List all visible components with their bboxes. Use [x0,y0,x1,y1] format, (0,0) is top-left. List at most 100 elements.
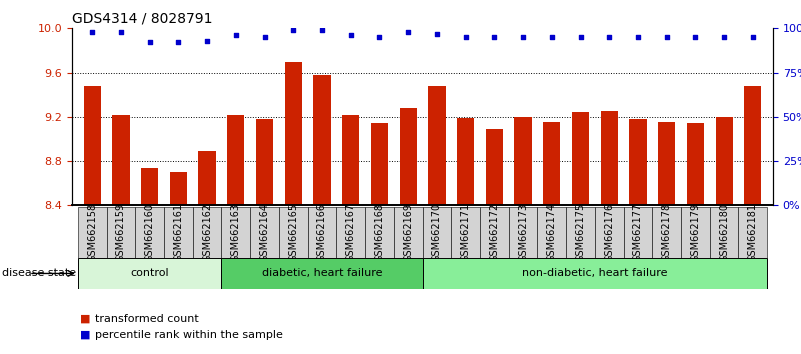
Text: GSM662172: GSM662172 [489,203,499,262]
Bar [250,207,279,258]
Text: GSM662165: GSM662165 [288,203,298,262]
Point [430,31,443,36]
Bar [509,207,537,258]
Bar [284,62,302,205]
Text: GSM662170: GSM662170 [432,203,442,262]
Text: GSM662175: GSM662175 [575,203,586,262]
Point [545,34,558,40]
Bar [342,115,360,205]
Bar [107,207,135,258]
Point [143,40,156,45]
Bar [313,75,331,205]
Bar [135,207,164,258]
Point [229,33,242,38]
Text: control: control [131,268,169,279]
Text: GSM662161: GSM662161 [173,203,183,262]
Text: GSM662180: GSM662180 [719,203,729,262]
Text: diabetic, heart failure: diabetic, heart failure [262,268,382,279]
Bar [170,172,187,205]
Text: GSM662176: GSM662176 [604,203,614,262]
Text: GSM662171: GSM662171 [461,203,471,262]
Bar [78,207,107,258]
Bar [485,129,503,205]
Bar [423,207,451,258]
Bar [624,207,652,258]
Bar [256,119,273,205]
Bar [423,258,767,289]
Bar [652,207,681,258]
Bar [457,118,474,205]
Text: disease state: disease state [2,268,77,278]
Text: GSM662167: GSM662167 [346,203,356,262]
Point [517,34,529,40]
Bar [336,207,365,258]
Text: GSM662162: GSM662162 [202,203,212,262]
Point [258,34,271,40]
Bar [308,207,336,258]
Bar [601,111,618,205]
Text: GSM662166: GSM662166 [317,203,327,262]
Bar [566,207,595,258]
Text: GSM662158: GSM662158 [87,203,97,262]
Text: GSM662163: GSM662163 [231,203,241,262]
Bar [744,86,762,205]
Point [747,34,759,40]
Text: GSM662181: GSM662181 [748,203,758,262]
Text: GSM662169: GSM662169 [403,203,413,262]
Bar [715,117,733,205]
Bar [710,207,739,258]
Bar [429,86,445,205]
Point [689,34,702,40]
Bar [221,207,250,258]
Bar [112,115,130,205]
Bar [537,207,566,258]
Point [718,34,731,40]
Point [603,34,616,40]
Bar [595,207,624,258]
Bar [199,151,215,205]
Point [172,40,185,45]
Point [402,29,415,35]
Point [459,34,472,40]
Text: GSM662164: GSM662164 [260,203,270,262]
Bar [572,113,589,205]
Bar [739,207,767,258]
Text: ■: ■ [80,330,91,339]
Bar [400,108,417,205]
Bar [514,117,532,205]
Bar [227,115,244,205]
Bar [279,207,308,258]
Text: GSM662178: GSM662178 [662,203,672,262]
Text: GSM662177: GSM662177 [633,203,643,262]
Point [344,33,357,38]
Bar [681,207,710,258]
Bar [365,207,394,258]
Text: GDS4314 / 8028791: GDS4314 / 8028791 [72,12,212,26]
Point [488,34,501,40]
Text: GSM662159: GSM662159 [116,203,126,262]
Point [287,27,300,33]
Text: GSM662168: GSM662168 [374,203,384,262]
Point [373,34,386,40]
Text: percentile rank within the sample: percentile rank within the sample [95,330,283,339]
Point [86,29,99,35]
Bar [480,207,509,258]
Bar [630,119,646,205]
Point [115,29,127,35]
Point [660,34,673,40]
Text: GSM662179: GSM662179 [690,203,700,262]
Bar [78,258,221,289]
Text: GSM662174: GSM662174 [547,203,557,262]
Point [631,34,644,40]
Bar [451,207,480,258]
Bar [164,207,193,258]
Bar [141,168,159,205]
Bar [686,124,704,205]
Text: GSM662160: GSM662160 [145,203,155,262]
Bar [394,207,423,258]
Bar [371,124,388,205]
Text: GSM662173: GSM662173 [518,203,528,262]
Point [574,34,587,40]
Bar [221,258,423,289]
Text: transformed count: transformed count [95,314,199,324]
